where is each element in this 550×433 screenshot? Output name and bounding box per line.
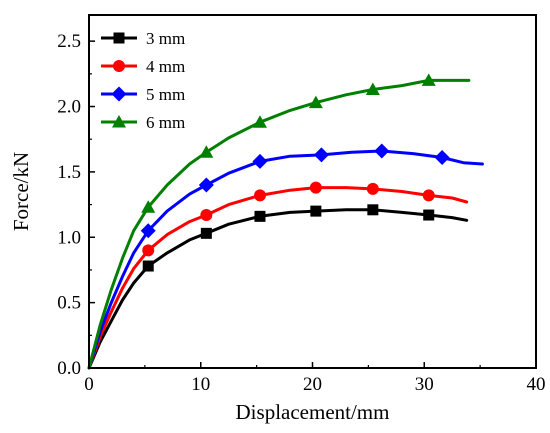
data-point-marker (253, 189, 266, 202)
legend-label: 4 mm (146, 57, 185, 76)
series-line (87, 186, 469, 370)
x-tick-label: 40 (527, 374, 546, 395)
legend-item: 4 mm (101, 57, 185, 76)
x-tick-label: 20 (303, 374, 322, 395)
data-point-marker (199, 145, 214, 158)
data-point-marker (309, 181, 322, 194)
series-group (87, 73, 471, 370)
plot-series-layer (87, 73, 484, 370)
data-point-marker (200, 227, 212, 239)
data-point-marker (313, 147, 329, 163)
y-tick-label: 0.5 (57, 293, 81, 314)
data-point-marker (374, 143, 390, 159)
data-point-marker (198, 177, 214, 193)
legend-item: 6 mm (101, 113, 185, 132)
series-group (87, 204, 469, 370)
data-point-marker (113, 60, 125, 72)
data-point-marker (310, 205, 322, 217)
y-tick-label: 0.0 (57, 358, 81, 379)
y-tick-label: 2.5 (57, 31, 81, 52)
x-tick-label: 30 (415, 374, 434, 395)
data-point-marker (142, 244, 155, 257)
data-point-marker (434, 150, 450, 166)
x-tick-label: 0 (84, 374, 94, 395)
data-point-marker (112, 115, 126, 128)
series-line (87, 149, 484, 370)
data-point-marker (254, 210, 266, 222)
legend-item: 3 mm (101, 29, 185, 48)
legend: 3 mm 4 mm 5 mm 6 mm (101, 29, 185, 132)
data-point-marker (308, 95, 323, 109)
x-tick-label: 10 (191, 374, 210, 395)
data-point-marker (113, 32, 125, 44)
data-point-marker (365, 82, 380, 96)
legend-label: 3 mm (146, 29, 185, 48)
data-point-marker (252, 115, 267, 128)
data-point-marker (252, 153, 268, 169)
axis-ticks: 0 10 20 30 40 0.0 0.5 1.0 1.5 2.0 2.5 (57, 31, 545, 395)
y-tick-label: 2.0 (57, 97, 81, 118)
legend-label: 6 mm (146, 113, 185, 132)
series-line (87, 208, 469, 370)
legend-label: 5 mm (146, 85, 185, 104)
series-group (87, 143, 484, 370)
series-line (87, 78, 471, 370)
data-point-marker (140, 223, 156, 239)
data-point-marker (367, 204, 379, 216)
y-tick-label: 1.0 (57, 227, 81, 248)
y-axis-title: Force/kN (9, 152, 33, 231)
series-group (87, 181, 469, 370)
legend-item: 5 mm (101, 85, 185, 104)
data-point-marker (366, 182, 379, 195)
x-axis-title: Displacement/mm (236, 400, 390, 424)
data-point-marker (423, 209, 435, 221)
data-point-marker (422, 189, 435, 202)
y-tick-label: 1.5 (57, 162, 81, 183)
data-point-marker (421, 73, 436, 86)
data-point-marker (141, 200, 156, 213)
data-point-marker (111, 86, 127, 102)
data-point-marker (142, 260, 154, 272)
data-point-marker (200, 209, 213, 222)
